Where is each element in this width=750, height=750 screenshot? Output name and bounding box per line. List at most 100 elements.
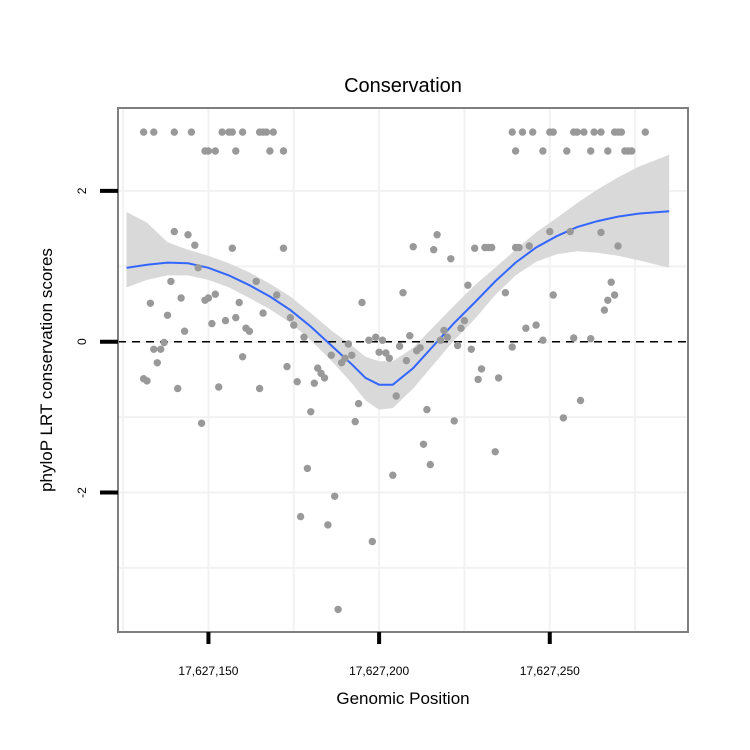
data-point — [197, 419, 206, 427]
data-point — [266, 147, 274, 155]
data-point — [262, 128, 271, 136]
data-point — [208, 319, 216, 328]
data-point — [423, 405, 431, 414]
data-point — [327, 351, 335, 359]
data-point — [433, 231, 441, 239]
ribbon-area — [126, 154, 670, 410]
data-point — [177, 294, 185, 302]
data-point — [187, 128, 196, 136]
data-point — [590, 128, 598, 136]
data-point — [252, 277, 260, 286]
data-point — [320, 374, 329, 382]
data-point — [375, 348, 383, 356]
plot-panel-border — [117, 107, 689, 633]
data-point — [191, 241, 199, 249]
data-point — [170, 227, 178, 236]
data-point — [539, 147, 547, 155]
data-point — [549, 128, 557, 136]
data-point — [290, 321, 298, 329]
data-point — [559, 414, 568, 422]
data-point — [163, 311, 172, 319]
data-point — [597, 128, 605, 136]
data-point — [471, 244, 479, 252]
data-point — [508, 343, 516, 351]
data-point — [453, 341, 462, 350]
data-point — [508, 128, 516, 136]
data-point — [174, 384, 182, 393]
data-point — [464, 281, 472, 289]
data-point — [286, 313, 295, 322]
data-point — [372, 333, 380, 341]
data-point — [450, 417, 458, 425]
data-point — [447, 255, 455, 263]
data-point — [167, 277, 175, 286]
data-point — [522, 324, 530, 332]
y-tick-label: -2 — [75, 487, 89, 498]
data-point — [279, 244, 288, 252]
data-point — [153, 359, 161, 367]
data-point — [150, 345, 158, 353]
data-point — [597, 228, 605, 237]
data-point — [310, 379, 318, 387]
data-point — [139, 128, 148, 136]
data-point — [143, 377, 151, 385]
data-point — [426, 460, 434, 469]
data-point — [283, 362, 291, 371]
data-point — [204, 294, 213, 302]
data-point — [279, 147, 288, 155]
data-point — [194, 264, 202, 272]
data-point — [617, 128, 626, 136]
data-point — [607, 278, 615, 286]
data-point — [273, 291, 281, 299]
data-point — [238, 353, 247, 361]
data-point — [354, 399, 363, 408]
data-point — [314, 364, 322, 372]
data-point — [215, 383, 223, 391]
data-point — [307, 408, 315, 416]
x-tick-label: 17,627,200 — [349, 664, 409, 678]
data-point — [515, 243, 523, 252]
data-point — [365, 336, 373, 344]
data-point — [170, 128, 178, 136]
data-point — [382, 349, 390, 357]
y-tick-label: 0 — [75, 338, 89, 345]
data-point — [587, 147, 595, 155]
data-point — [259, 309, 267, 317]
data-point — [399, 289, 407, 297]
data-point — [604, 147, 612, 155]
data-point — [409, 243, 417, 251]
data-point — [436, 336, 445, 344]
data-point — [180, 327, 189, 335]
data-point — [232, 313, 240, 322]
data-point — [511, 147, 520, 155]
data-point — [245, 327, 254, 335]
data-point — [501, 289, 510, 297]
data-point — [269, 128, 277, 136]
data-point — [228, 128, 236, 136]
confidence-ribbon — [126, 154, 670, 410]
data-point — [334, 605, 342, 614]
data-point — [344, 340, 353, 348]
data-point — [348, 351, 356, 359]
data-point — [457, 324, 465, 332]
data-point — [204, 147, 213, 155]
data-point — [587, 335, 595, 343]
x-tick-label: 17,627,250 — [520, 664, 580, 678]
data-point — [211, 290, 219, 298]
data-point — [293, 378, 301, 386]
data-point — [614, 242, 622, 250]
data-point — [494, 374, 503, 382]
data-point — [406, 332, 414, 340]
data-point — [573, 128, 581, 136]
data-point — [416, 344, 424, 352]
data-point — [474, 375, 482, 384]
data-point — [440, 326, 448, 335]
data-point — [419, 440, 428, 448]
data-point — [238, 128, 247, 136]
data-point — [255, 384, 264, 393]
data-point — [518, 128, 527, 136]
data-point — [150, 128, 158, 136]
data-point — [218, 128, 226, 136]
data-point — [610, 291, 619, 299]
